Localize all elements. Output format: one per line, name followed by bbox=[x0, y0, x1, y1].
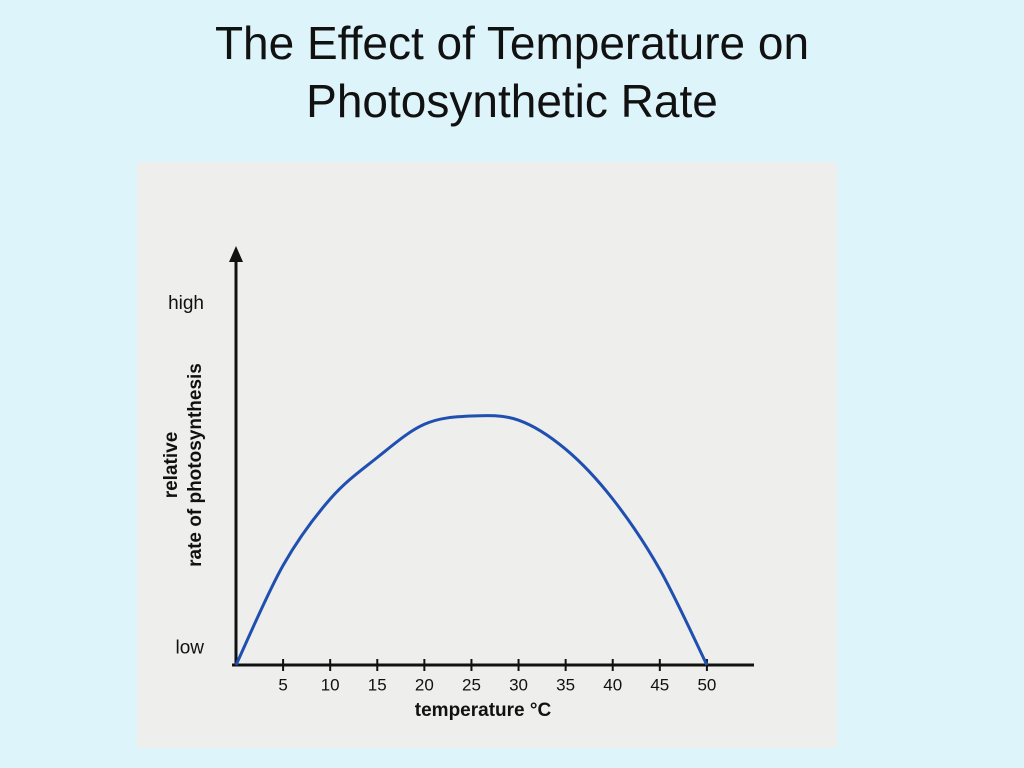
y-tick-label: low bbox=[175, 637, 204, 658]
y-tick-label: high bbox=[168, 293, 204, 314]
x-tick-label: 5 bbox=[278, 675, 287, 694]
x-tick-label: 15 bbox=[368, 675, 387, 694]
y-axis-label: rate of photosynthesis bbox=[185, 363, 206, 567]
x-tick-label: 40 bbox=[603, 675, 622, 694]
x-tick-label: 35 bbox=[556, 675, 575, 694]
x-tick-label: 50 bbox=[697, 675, 716, 694]
x-tick-label: 45 bbox=[650, 675, 669, 694]
x-tick-label: 30 bbox=[509, 675, 528, 694]
y-axis-label: relative bbox=[161, 432, 182, 499]
x-tick-label: 20 bbox=[415, 675, 434, 694]
x-axis-label: temperature °C bbox=[415, 700, 552, 721]
slide-title: The Effect of Temperature on Photosynthe… bbox=[214, 17, 810, 127]
x-tick-label: 25 bbox=[462, 675, 481, 694]
chart-panel bbox=[137, 162, 837, 748]
x-tick-label: 10 bbox=[321, 675, 340, 694]
data-line bbox=[234, 414, 709, 666]
